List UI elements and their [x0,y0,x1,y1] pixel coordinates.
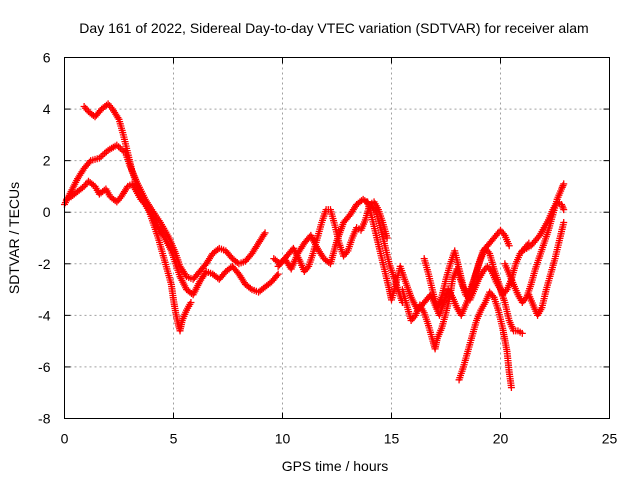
x-tick-label: 15 [384,431,400,447]
data-point [274,270,282,278]
series-track-8 [420,239,533,312]
plot-frame [64,57,610,419]
data-layer [61,100,568,392]
x-tick-label: 20 [493,431,509,447]
y-tick-label: 0 [43,204,51,220]
y-tick-label: -2 [38,256,51,272]
y-tick-label: 2 [43,153,51,169]
y-axis-label: SDTVAR / TECUs [6,182,22,294]
y-tick-label: 6 [43,50,51,66]
series-track-12 [525,219,568,319]
data-point [560,206,568,214]
y-tick-label: -4 [38,307,51,323]
x-tick-label: 10 [275,431,291,447]
x-tick-label: 0 [61,431,69,447]
tick-layer: 0 5 10 15 20 25 -8 -6 -4 -2 0 2 4 6 [38,50,617,447]
series-track-3 [63,177,195,335]
data-point [187,298,195,306]
data-point [560,180,568,188]
y-tick-label: 4 [43,101,51,117]
series-track-11 [518,198,568,255]
data-point [246,284,254,292]
data-point [559,204,567,212]
x-axis-label: GPS time / hours [282,458,389,474]
data-point [507,384,515,392]
y-tick-label: -6 [38,359,51,375]
data-point [560,219,568,227]
x-tick-label: 5 [170,431,178,447]
data-point [78,184,86,192]
data-point [383,234,391,242]
series-track-9 [455,288,515,392]
data-point [273,272,281,280]
series-track-2 [80,100,282,299]
y-tick-label: -8 [38,411,51,427]
data-point [518,329,526,337]
chart-title: Day 161 of 2022, Sidereal Day-to-day VTE… [79,20,588,36]
data-point [261,229,269,237]
data-point [505,242,513,250]
x-tick-label: 25 [602,431,618,447]
